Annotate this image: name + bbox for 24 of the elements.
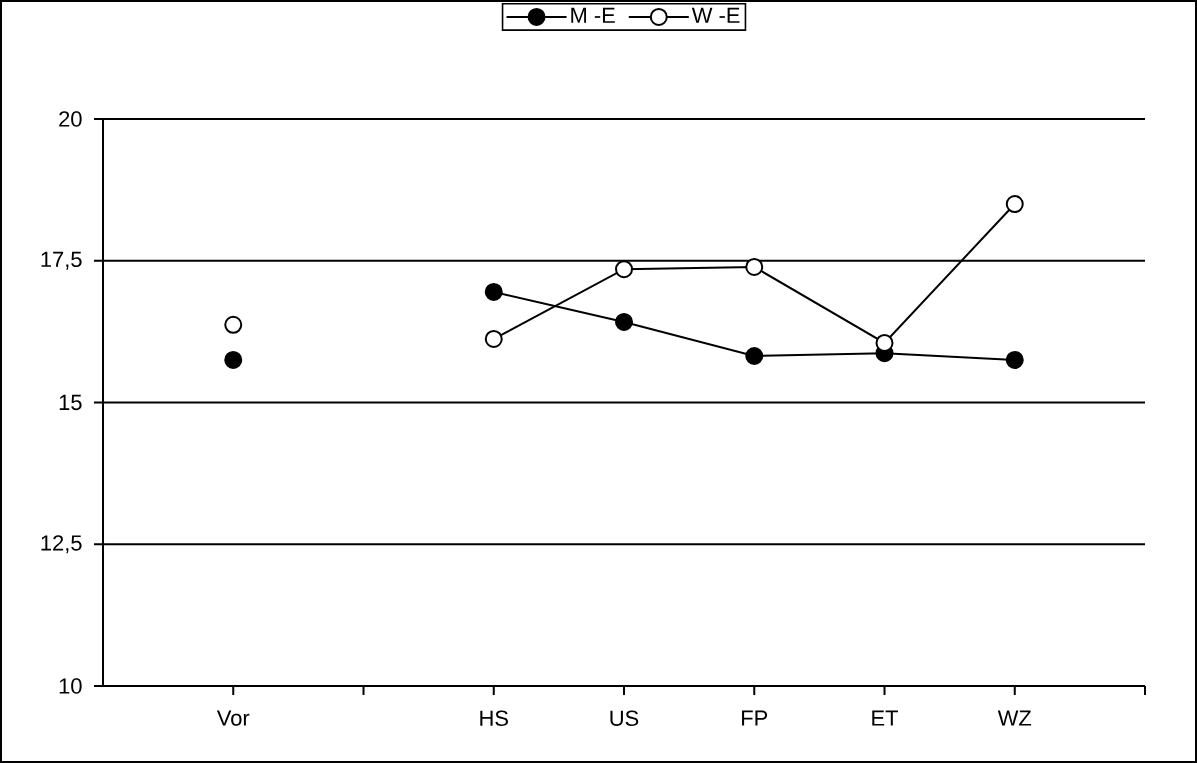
point (1005, 195, 1024, 214)
legend-label: M -E (571, 7, 615, 23)
y-tick-label: 10 (59, 678, 82, 694)
x-tick-label: WZ (997, 710, 1032, 726)
point (224, 315, 243, 334)
point (615, 312, 634, 331)
point (745, 257, 764, 276)
x-tick-label: US (610, 710, 639, 727)
point (745, 346, 764, 365)
point (875, 333, 894, 352)
y-tick-label: 20 (59, 111, 82, 127)
y-tick-label: 15 (59, 394, 82, 411)
x-tick-label: FP (742, 710, 768, 726)
point (224, 350, 243, 369)
point (484, 329, 503, 348)
x-tick-label: Vor (216, 710, 250, 726)
legend-label: W -E (691, 7, 740, 23)
y-tick-label: 12,5 (41, 535, 82, 554)
point (615, 260, 634, 279)
point (484, 282, 503, 301)
x-tick-label: HS (480, 710, 508, 727)
x-tick-label: ET (872, 710, 899, 726)
y-tick-label: 17,5 (41, 251, 82, 270)
point (1005, 350, 1024, 369)
